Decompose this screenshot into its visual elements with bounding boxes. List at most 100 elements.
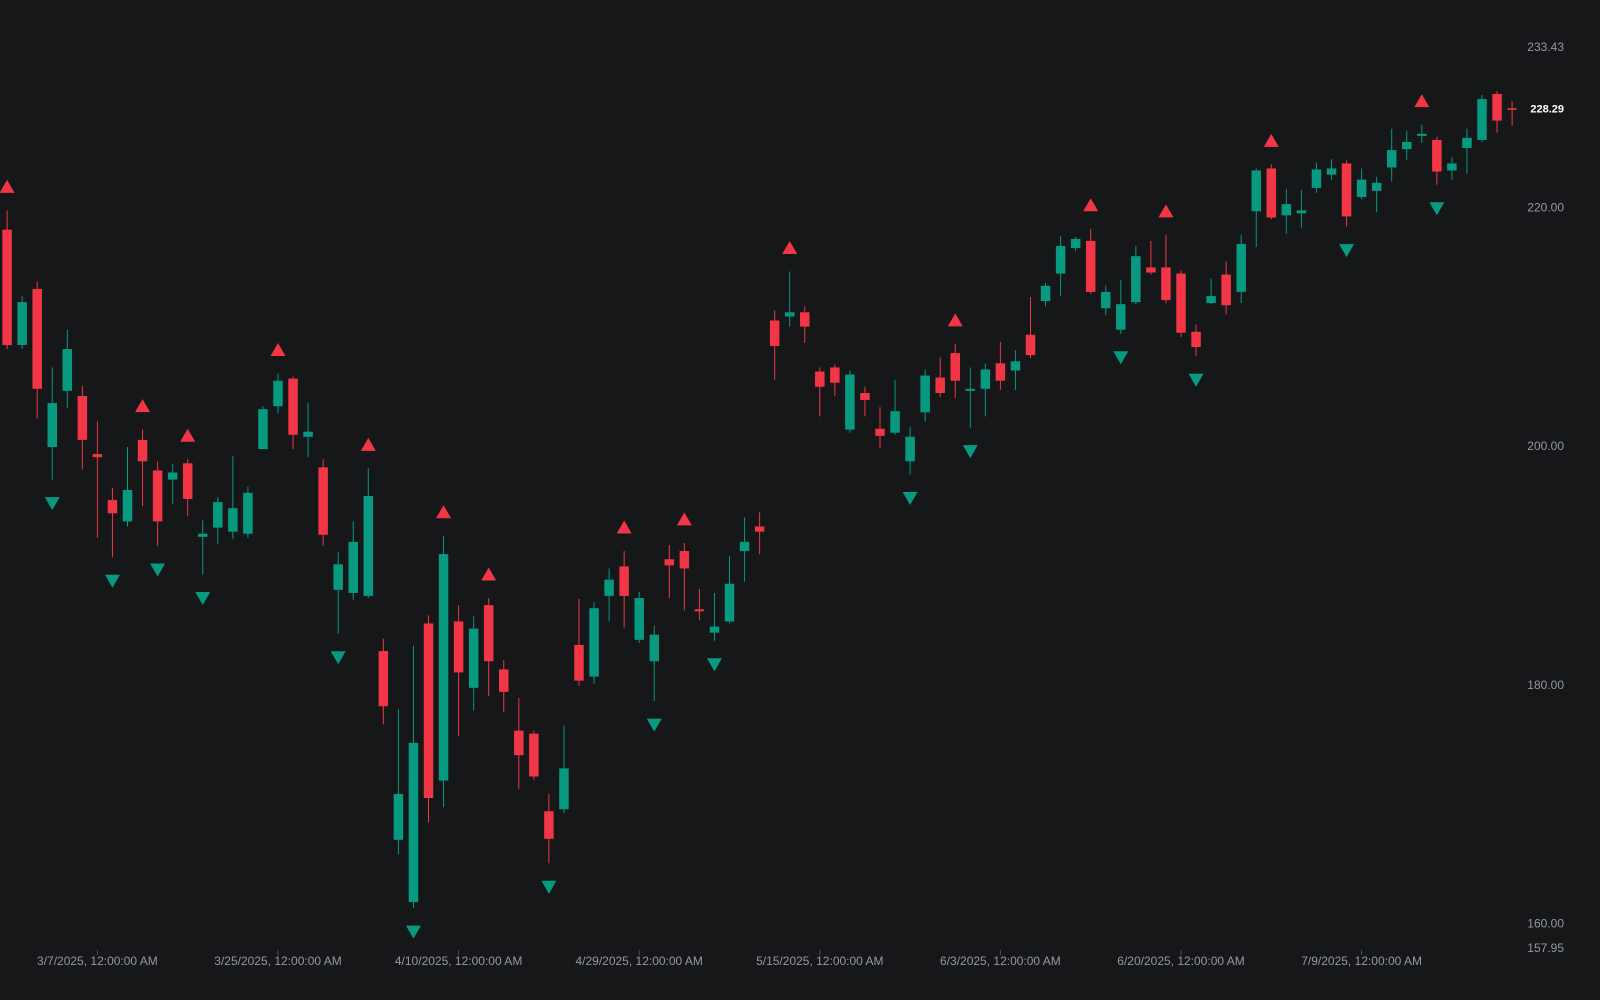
- candle-body: [213, 502, 223, 528]
- x-tick-label: 3/7/2025, 12:00:00 AM: [37, 954, 158, 968]
- candle-body: [137, 439, 148, 462]
- fractal-high-marker: [436, 505, 452, 519]
- candle-body: [559, 768, 569, 810]
- candle-body: [1341, 163, 1352, 217]
- fractal-high-marker: [1083, 198, 1099, 212]
- fractal-high-marker: [676, 512, 692, 526]
- candle-body: [589, 608, 599, 677]
- fractal-low-marker: [330, 651, 346, 665]
- candle-body: [905, 436, 915, 462]
- candle-body: [604, 579, 614, 596]
- candle-body: [273, 380, 283, 407]
- candle-body: [303, 431, 313, 437]
- candle-body: [258, 409, 268, 450]
- candle-body: [17, 302, 27, 345]
- y-tick-label: 180.00: [1527, 678, 1564, 692]
- candle-body: [694, 609, 705, 612]
- x-tick-label: 6/20/2025, 12:00:00 AM: [1117, 954, 1244, 968]
- candle-body: [1206, 296, 1216, 304]
- candle-body: [529, 733, 539, 777]
- fractal-high-marker: [0, 179, 15, 193]
- candle-body: [438, 554, 449, 781]
- fractal-high-marker: [782, 240, 798, 254]
- candle-body: [1236, 244, 1246, 292]
- fractal-low-marker: [1113, 351, 1129, 365]
- y-tick-label: 157.95: [1527, 941, 1564, 955]
- candle-body: [1070, 238, 1081, 249]
- x-tick-label: 6/3/2025, 12:00:00 AM: [940, 954, 1061, 968]
- candle-body: [1131, 256, 1141, 303]
- x-tick-label: 4/29/2025, 12:00:00 AM: [575, 954, 702, 968]
- candle-body: [378, 651, 389, 707]
- candle-body: [664, 559, 675, 566]
- candle-body: [1146, 267, 1156, 273]
- candle-body: [800, 312, 810, 327]
- candle-body: [619, 566, 629, 596]
- candle-body: [679, 551, 690, 569]
- y-tick-label: 233.43: [1527, 40, 1564, 54]
- fractal-low-marker: [646, 718, 662, 732]
- candle-body: [1055, 246, 1066, 274]
- fractal-high-marker: [947, 313, 963, 327]
- fractal-high-marker: [1263, 133, 1279, 147]
- candle-body: [875, 428, 885, 436]
- candle-body: [1221, 274, 1231, 306]
- y-tick-label: 220.00: [1527, 200, 1564, 214]
- candle-body: [514, 730, 524, 756]
- fractal-low-marker: [706, 658, 722, 672]
- candle-body: [784, 312, 795, 317]
- candle-body: [920, 375, 930, 413]
- fractal-high-marker: [616, 520, 632, 534]
- fractal-low-marker: [1429, 202, 1445, 216]
- fractal-low-marker: [104, 574, 120, 588]
- fractal-high-marker: [1158, 204, 1174, 218]
- candle-body: [318, 467, 328, 535]
- candle-body: [1477, 99, 1487, 140]
- candle-body: [1402, 141, 1412, 150]
- candle-body: [2, 229, 12, 345]
- candle-body: [182, 463, 193, 499]
- x-tick-label: 7/9/2025, 12:00:00 AM: [1301, 954, 1422, 968]
- candle-body: [739, 541, 750, 552]
- candle-body: [47, 403, 57, 448]
- candle-body: [348, 541, 358, 593]
- candle-body: [1266, 168, 1277, 218]
- fractal-low-marker: [405, 925, 421, 939]
- candle-body: [1281, 204, 1292, 216]
- candle-body: [1417, 133, 1427, 136]
- candle-body: [769, 320, 780, 346]
- candle-body: [845, 374, 855, 430]
- candle-body: [1386, 150, 1397, 168]
- candle-body: [1462, 137, 1472, 149]
- x-tick-label: 5/15/2025, 12:00:00 AM: [756, 954, 883, 968]
- candle-body: [1010, 361, 1021, 371]
- candle-body: [499, 669, 509, 692]
- candle-body: [107, 500, 118, 514]
- candle-body: [453, 621, 464, 673]
- candle-body: [1507, 108, 1517, 110]
- candle-body: [228, 508, 238, 532]
- candle-body: [1116, 304, 1126, 330]
- candle-body: [649, 634, 659, 662]
- candle-body: [1176, 273, 1186, 333]
- candle-body: [980, 369, 991, 389]
- candle-body: [152, 470, 163, 522]
- fractal-low-marker: [195, 592, 211, 606]
- candle-body: [423, 623, 434, 798]
- candle-body: [1432, 139, 1442, 172]
- candle-body: [1085, 240, 1096, 292]
- candle-body: [408, 742, 419, 903]
- candle-body: [754, 526, 765, 532]
- y-tick-label: 200.00: [1527, 439, 1564, 453]
- candle-body: [1311, 169, 1322, 188]
- candle-body: [288, 378, 298, 435]
- x-tick-label: 4/10/2025, 12:00:00 AM: [395, 954, 522, 968]
- candle-body: [634, 598, 644, 640]
- candle-body: [333, 564, 343, 590]
- candle-body: [1371, 182, 1382, 191]
- fractal-low-marker: [1339, 244, 1355, 258]
- candle-body: [468, 628, 479, 688]
- fractal-low-marker: [962, 445, 978, 459]
- candle-body: [709, 626, 720, 633]
